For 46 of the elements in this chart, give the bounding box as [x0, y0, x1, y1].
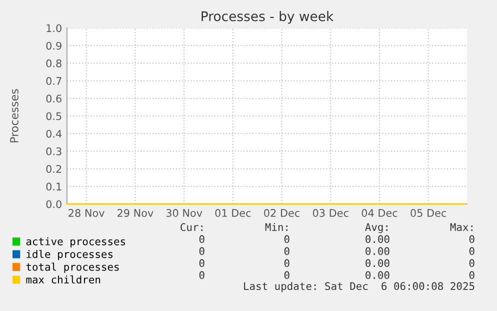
text: 0 [199, 271, 204, 280]
y-tick-label: 0.0 [46, 200, 62, 208]
y-tick-label: 0.3 [46, 147, 62, 156]
text: Last update: Sat Dec 6 06:00:08 2025 [244, 282, 474, 292]
text: 0 [469, 247, 474, 256]
text: 0 [199, 235, 204, 244]
x-tick-label: 30 Nov [166, 209, 202, 217]
x-tick-label: 01 Dec [215, 209, 251, 217]
legend-label: total processes [26, 262, 119, 273]
y-axis-title: Processes [10, 89, 18, 142]
text: 0 [284, 259, 290, 268]
text: Cur: [180, 223, 202, 232]
y-tick-label: 0.9 [46, 42, 62, 50]
text: 0.00 [366, 271, 390, 280]
x-tick-label: 04 Dec [362, 209, 398, 217]
legend-label: idle processes [26, 250, 112, 260]
y-tick-label: 0.4 [46, 130, 62, 138]
text: 0.00 [366, 247, 390, 256]
text: 0 [199, 259, 204, 268]
y-tick-label: 0.8 [46, 59, 62, 68]
text: 0.00 [366, 259, 390, 268]
y-tick-label: 0.5 [46, 112, 62, 120]
text: 0 [284, 271, 290, 280]
text: 0 [469, 271, 474, 280]
x-tick-label: 03 Dec [312, 209, 348, 217]
chart-title: Processes - by week [202, 11, 334, 24]
text: 0 [284, 235, 290, 244]
x-tick-label: 28 Nov [68, 209, 104, 217]
y-tick-label: 0.1 [46, 182, 62, 191]
text: 0 [469, 235, 474, 244]
y-tick-label: 0.7 [46, 77, 62, 85]
y-tick-label: 0.2 [46, 165, 62, 173]
text: 0.00 [366, 235, 390, 244]
legend-label: max children [26, 275, 100, 284]
text: 0 [199, 247, 204, 256]
text: Min: [265, 222, 288, 231]
x-tick-label: 29 Nov [118, 209, 154, 217]
text: 0 [469, 259, 474, 268]
y-tick-label: 1.0 [46, 24, 62, 32]
legend-label: active processes [26, 237, 126, 248]
text: 0 [284, 247, 290, 256]
text: Avg: [365, 223, 388, 234]
x-tick-label: 02 Dec [264, 209, 300, 217]
text: Max: [450, 223, 472, 232]
y-tick-label: 0.6 [46, 94, 62, 103]
x-tick-label: 05 Dec [410, 209, 446, 217]
